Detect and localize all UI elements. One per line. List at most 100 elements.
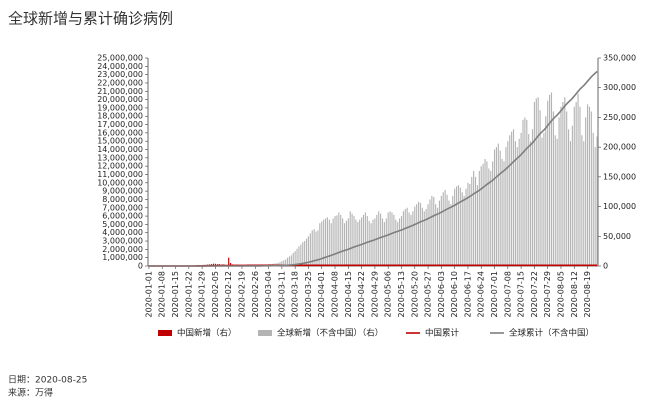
bar	[349, 211, 351, 266]
y2-tick-label: 150,000	[603, 172, 636, 181]
bar	[404, 208, 406, 266]
bar	[552, 111, 554, 266]
bar	[342, 218, 344, 266]
bar	[446, 194, 448, 266]
bar	[418, 201, 420, 266]
bar	[345, 220, 347, 266]
bar	[569, 141, 572, 266]
y-tick-label: 16,000,000	[97, 128, 143, 137]
bar	[520, 132, 522, 266]
x-tick-label: 2020-01-29	[198, 271, 207, 318]
bar	[537, 97, 539, 266]
x-tick-label: 2020-05-06	[384, 271, 393, 318]
bar	[550, 92, 553, 267]
bar	[364, 212, 366, 266]
bar	[543, 132, 545, 266]
bar	[288, 256, 291, 266]
bar	[490, 170, 492, 266]
bar	[530, 141, 532, 266]
bar	[518, 138, 520, 266]
line	[148, 70, 598, 267]
bar	[357, 222, 359, 266]
bar	[463, 195, 465, 266]
bar	[556, 138, 558, 266]
y2-tick-label: 250,000	[603, 113, 636, 122]
bar	[545, 116, 547, 267]
bar	[374, 218, 376, 266]
y-tick-label: 6,000,000	[102, 212, 143, 221]
bar	[412, 211, 414, 266]
x-tick-label: 2020-08-19	[583, 271, 592, 318]
bar	[493, 149, 496, 266]
y-tick-label: 12,000,000	[97, 162, 143, 171]
bar	[307, 236, 310, 266]
bar	[590, 111, 592, 266]
bar	[212, 263, 215, 266]
x-tick-label: 2020-07-15	[517, 271, 526, 318]
bar	[427, 204, 429, 266]
x-tick-label: 2020-02-12	[224, 271, 233, 318]
bar	[323, 219, 325, 266]
bar	[554, 135, 556, 266]
legend-label: 全球新增（不含中国）（右）	[277, 328, 383, 339]
x-tick-label: 2020-03-18	[291, 271, 300, 318]
x-tick-label: 2020-01-08	[158, 271, 167, 318]
bar	[321, 221, 323, 266]
bar	[484, 159, 486, 266]
y2-tick-label: 200,000	[603, 143, 636, 152]
bar	[400, 216, 403, 266]
bar	[575, 101, 577, 266]
x-tick-label: 2020-07-01	[490, 271, 499, 318]
bar	[300, 244, 302, 266]
bar	[414, 206, 416, 266]
bar	[433, 197, 435, 266]
bar	[516, 147, 518, 266]
bar	[298, 246, 300, 266]
bar	[311, 230, 313, 266]
x-tick-label: 2020-02-26	[251, 271, 260, 318]
x-tick-label: 2020-03-04	[264, 271, 273, 318]
bar	[558, 117, 560, 266]
bar	[579, 106, 581, 266]
bar	[305, 238, 308, 266]
x-tick-label: 2020-01-15	[171, 271, 180, 318]
bar	[399, 218, 401, 266]
bar	[380, 213, 382, 266]
bar	[586, 104, 589, 267]
bar	[328, 219, 330, 266]
bar	[469, 183, 471, 266]
bar	[476, 185, 478, 266]
x-tick-label: 2020-02-19	[237, 271, 246, 318]
x-tick-label: 2020-06-17	[463, 271, 472, 318]
bar	[389, 211, 391, 266]
bar	[512, 129, 515, 266]
bar	[395, 219, 397, 266]
y-tick-label: 14,000,000	[97, 145, 143, 154]
x-tick-label: 2020-07-29	[543, 271, 552, 318]
x-tick-label: 2020-08-12	[570, 271, 579, 318]
bar	[347, 218, 349, 266]
x-tick-label: 2020-07-08	[503, 271, 512, 318]
bar	[535, 98, 537, 266]
bar	[315, 231, 317, 266]
y-tick-label: 1,000,000	[102, 253, 143, 262]
bar	[277, 262, 279, 266]
bar	[522, 119, 524, 266]
x-tick-label: 2020-06-24	[477, 271, 486, 318]
bar	[286, 257, 289, 266]
bar	[370, 223, 372, 266]
bar	[376, 214, 378, 266]
y-tick-label: 23,000,000	[97, 70, 143, 79]
bar	[455, 186, 458, 266]
bar	[340, 214, 342, 266]
bar	[279, 262, 281, 266]
bar	[511, 131, 513, 266]
bar	[459, 187, 461, 266]
bar	[355, 219, 357, 266]
bar	[317, 230, 319, 266]
footnote: 来源：万得	[8, 387, 53, 399]
bar	[438, 200, 441, 266]
bar	[547, 100, 549, 266]
bar	[285, 259, 287, 266]
y2-tick-label: 350,000	[603, 54, 636, 63]
